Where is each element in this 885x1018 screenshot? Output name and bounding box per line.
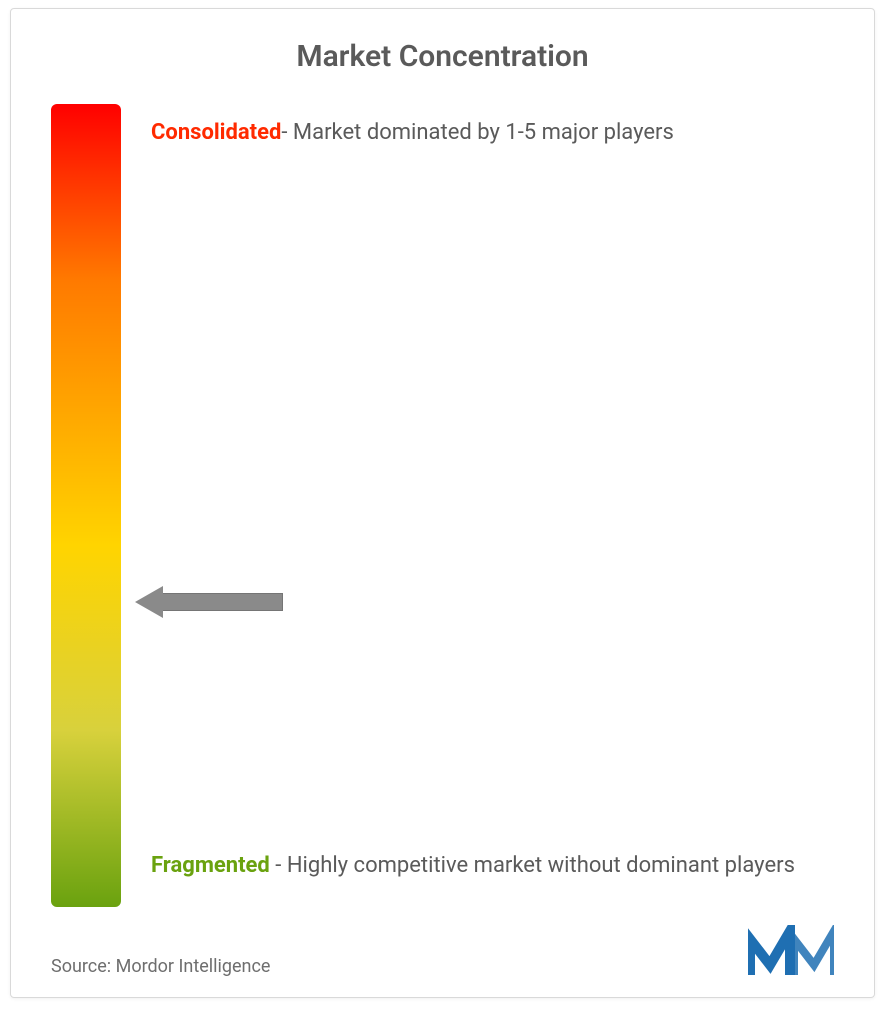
market-concentration-card: Market Concentration Consolidated- Marke… <box>10 8 875 998</box>
fragmented-description: Fragmented - Highly competitive market w… <box>151 843 824 889</box>
source-attribution: Source: Mordor Intelligence <box>51 956 270 977</box>
consolidated-text: - Market dominated by 1-5 major players <box>281 120 673 145</box>
mordor-logo <box>748 925 834 977</box>
position-indicator <box>135 586 283 618</box>
consolidated-term: Consolidated <box>151 120 281 145</box>
chart-body: Consolidated- Market dominated by 1-5 ma… <box>51 104 834 907</box>
card-footer: Source: Mordor Intelligence <box>51 925 834 977</box>
arrow-shaft <box>163 593 283 611</box>
consolidated-description: Consolidated- Market dominated by 1-5 ma… <box>151 110 824 156</box>
arrow-head-icon <box>135 586 163 618</box>
chart-title: Market Concentration <box>51 39 834 74</box>
fragmented-text: - Highly competitive market without domi… <box>270 853 795 878</box>
fragmented-term: Fragmented <box>151 853 270 878</box>
indicator-arrow <box>135 586 283 618</box>
labels-column: Consolidated- Market dominated by 1-5 ma… <box>151 104 834 907</box>
concentration-gradient-bar <box>51 104 121 907</box>
mordor-logo-icon <box>748 925 834 977</box>
